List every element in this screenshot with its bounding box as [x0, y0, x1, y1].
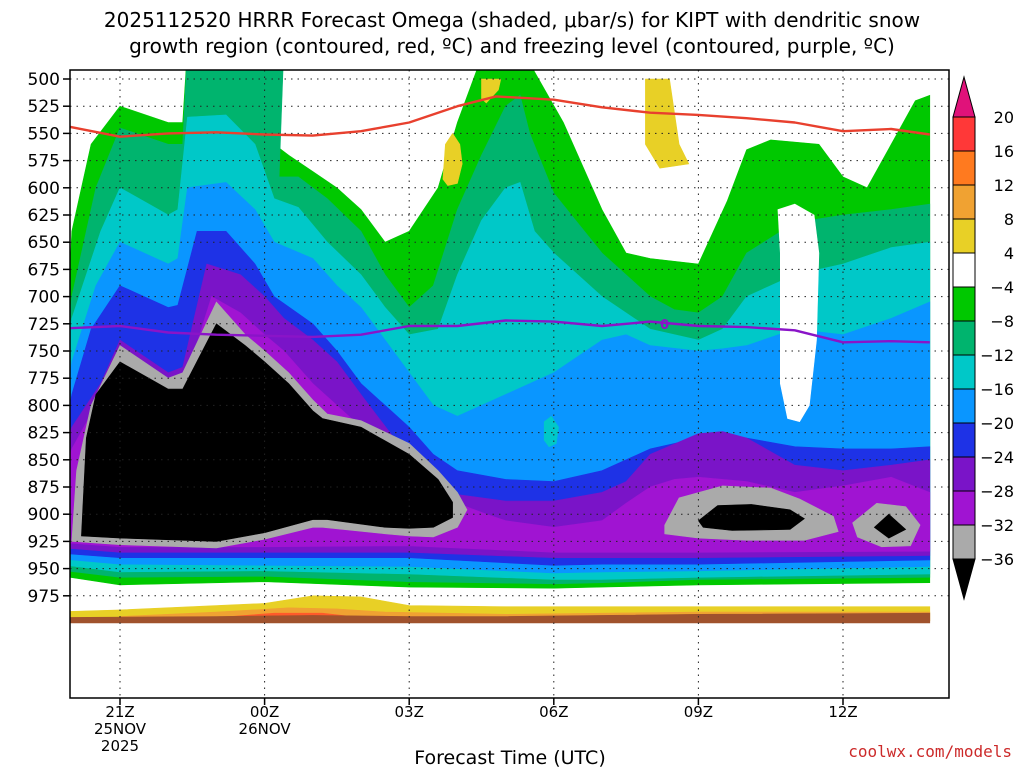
omega-region-21	[70, 612, 931, 624]
omega-region-13	[777, 203, 820, 423]
y-tick-label-950: 950	[28, 560, 60, 580]
colorbar-top-arrow	[952, 75, 976, 118]
colorbar-swatch-11	[952, 456, 976, 492]
colorbar-swatch-10	[952, 422, 976, 458]
chart-title-line1: 2025112520 HRRR Forecast Omega (shaded, …	[104, 8, 920, 32]
colorbar-swatch-5	[952, 252, 976, 288]
colorbar-label-11: −28	[980, 482, 1014, 501]
colorbar-label-9: −20	[980, 414, 1014, 433]
colorbar-swatch-6	[952, 286, 976, 322]
x-tick-label-0-1: 25NOV	[94, 720, 147, 738]
x-tick-label-3-1: 26NOV	[239, 720, 292, 738]
colorbar-swatch-12	[952, 490, 976, 526]
series-line-1	[70, 319, 930, 344]
colorbar-label-0: 20	[994, 108, 1014, 127]
y-tick-label-725: 725	[28, 315, 60, 335]
x-tick-label-15-0: 12Z	[828, 703, 857, 721]
y-tick-label-550: 550	[28, 124, 60, 144]
colorbar-label-2: 12	[994, 176, 1014, 195]
colorbar-label-6: −8	[990, 312, 1014, 331]
y-tick-label-675: 675	[28, 260, 60, 280]
grid-layer	[70, 70, 949, 698]
colorbar-label-13: −36	[980, 550, 1014, 569]
colorbar-swatch-7	[952, 320, 976, 356]
y-tick-label-600: 600	[28, 179, 60, 199]
x-tick-label-3-0: 00Z	[250, 703, 279, 721]
y-tick-label-525: 525	[28, 97, 60, 117]
y-tick-label-650: 650	[28, 233, 60, 253]
colorbar-label-1: 16	[994, 142, 1014, 161]
x-tick-label-6-0: 03Z	[395, 703, 424, 721]
y-tick-label-825: 825	[28, 424, 60, 444]
colorbar-swatch-4	[952, 218, 976, 254]
colorbar-label-10: −24	[980, 448, 1014, 467]
y-tick-label-900: 900	[28, 505, 60, 525]
colorbar-label-8: −16	[980, 380, 1014, 399]
colorbar-swatch-9	[952, 388, 976, 424]
colorbar-label-5: −4	[990, 278, 1014, 297]
y-tick-label-850: 850	[28, 451, 60, 471]
y-tick-label-875: 875	[28, 478, 60, 498]
omega-region-14	[543, 415, 559, 448]
colorbar-bottom-arrow	[952, 558, 976, 601]
y-tick-label-575: 575	[28, 152, 60, 172]
x-tick-label-12-0: 09Z	[684, 703, 713, 721]
colorbar-swatch-2	[952, 150, 976, 186]
plot-frame	[69, 69, 950, 699]
x-tick-label-0-2: 2025	[101, 737, 139, 755]
credit-text: coolwx.com/models	[848, 742, 1012, 761]
colorbar-label-3: 8	[1004, 210, 1014, 229]
y-axis: 500 525 550 575 600 625 650 675 700 725 750 775 800 8…	[28, 70, 70, 607]
colorbar-swatch-1	[952, 116, 976, 152]
omega-region-15	[442, 132, 463, 186]
plot-area	[70, 70, 949, 698]
x-tick-label-0-0: 21Z	[105, 703, 134, 721]
omega-region-17	[645, 78, 690, 169]
y-tick-label-700: 700	[28, 288, 60, 308]
y-tick-label-625: 625	[28, 206, 60, 226]
colorbar-label-4: 4	[1004, 244, 1014, 263]
x-axis-label: Forecast Time (UTC)	[414, 747, 605, 768]
freezing-level-contour-label: 0	[660, 318, 669, 333]
colorbar: 20 16 12 8 4 −4 −8 −12 −16 −20 −24 −28 −32 −36	[952, 75, 1014, 601]
y-tick-label-500: 500	[28, 70, 60, 90]
colorbar-label-12: −32	[980, 516, 1014, 535]
colorbar-swatch-3	[952, 184, 976, 220]
x-tick-label-9-0: 06Z	[539, 703, 568, 721]
series-line-0	[70, 95, 930, 138]
chart-title-line2: growth region (contoured, red, ºC) and f…	[129, 34, 895, 58]
omega-region-12	[873, 513, 907, 539]
y-tick-label-775: 775	[28, 369, 60, 389]
y-tick-label-975: 975	[28, 587, 60, 607]
colorbar-swatch-8	[952, 354, 976, 390]
colorbar-swatch-13	[952, 524, 976, 560]
y-tick-label-800: 800	[28, 396, 60, 416]
y-tick-label-750: 750	[28, 342, 60, 362]
omega-region-10	[697, 504, 805, 531]
series-layer: 0	[70, 95, 930, 344]
y-tick-label-925: 925	[28, 532, 60, 552]
colorbar-label-7: −12	[980, 346, 1014, 365]
